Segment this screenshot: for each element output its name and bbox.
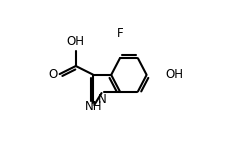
Text: OH: OH bbox=[67, 35, 84, 48]
Text: F: F bbox=[116, 27, 123, 40]
Text: OH: OH bbox=[165, 68, 182, 81]
Text: N: N bbox=[98, 93, 106, 106]
Text: O: O bbox=[48, 68, 57, 81]
Text: NH: NH bbox=[84, 100, 102, 113]
